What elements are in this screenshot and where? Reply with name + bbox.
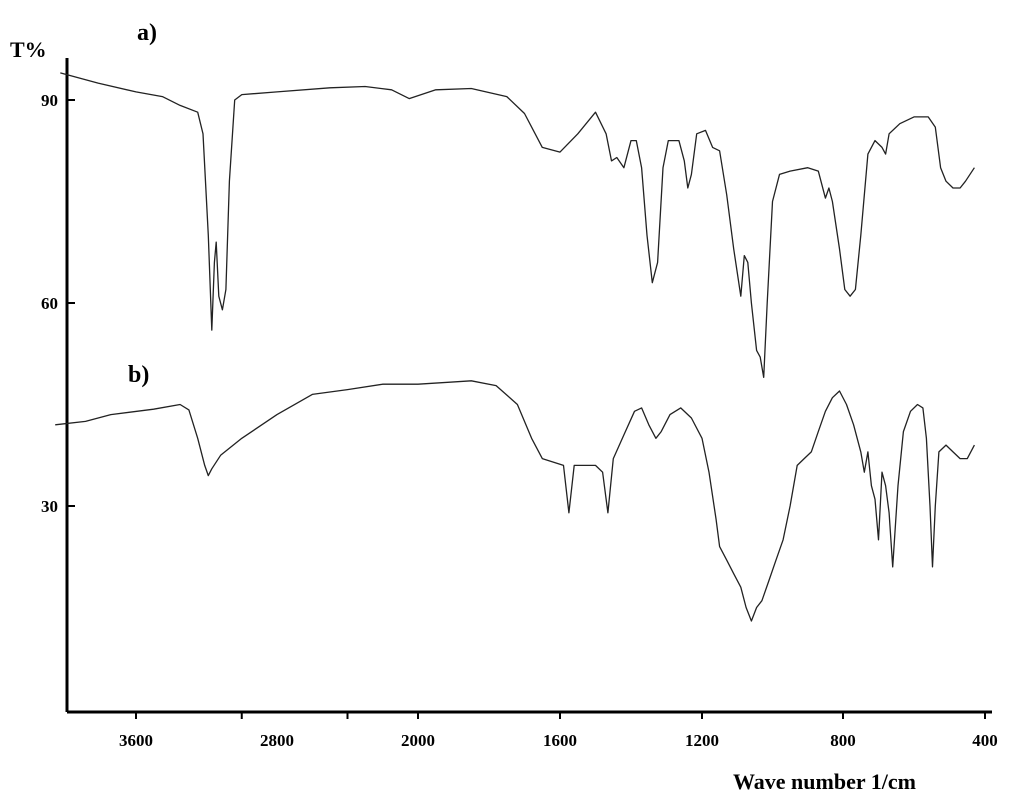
- x-tick-label: 2800: [260, 731, 294, 750]
- x-ticks: 3600 2800 2000 1600 1200 800 400: [119, 712, 998, 750]
- series-layer: [55, 72, 975, 622]
- x-tick-label: 1600: [543, 731, 577, 750]
- x-tick-label: 800: [830, 731, 856, 750]
- spectrum-line-a: [60, 72, 975, 379]
- x-axis-title: Wave number 1/cm: [733, 769, 916, 794]
- plot-area: 90 60 30 3600 2800 2000 1600 1200 800 400: [41, 58, 998, 750]
- series-label-b: b): [128, 362, 149, 388]
- x-tick-label: 400: [972, 731, 998, 750]
- y-axis-title: T%: [10, 37, 47, 62]
- x-tick-label: 3600: [119, 731, 153, 750]
- y-tick-label: 60: [41, 294, 58, 313]
- x-tick-label: 2000: [401, 731, 435, 750]
- series-label-a: a): [137, 20, 157, 46]
- y-tick-label: 30: [41, 497, 58, 516]
- y-tick-label: 90: [41, 91, 58, 110]
- y-ticks: 90 60 30: [41, 91, 75, 516]
- spectrum-line-b: [55, 380, 975, 622]
- x-tick-label: 1200: [685, 731, 719, 750]
